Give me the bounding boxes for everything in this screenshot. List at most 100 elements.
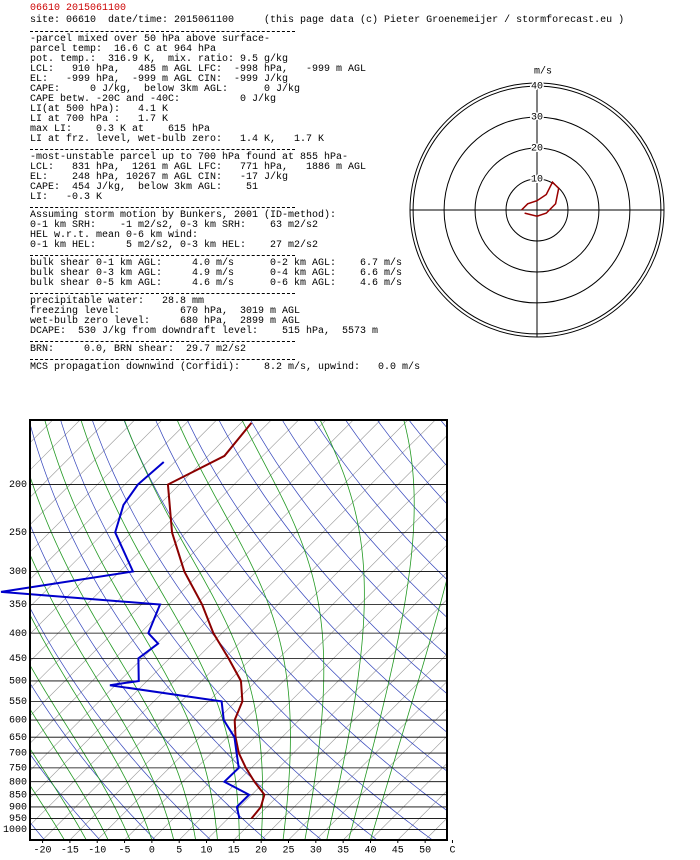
dry-adiabat <box>408 420 447 467</box>
x-tick-label: -10 <box>88 846 106 857</box>
text-line: -most-unstable parcel up to 700 hPa foun… <box>30 152 349 163</box>
y-tick-label: 500 <box>9 677 27 688</box>
y-tick-label: 450 <box>9 654 27 665</box>
moist-adiabat <box>30 747 87 840</box>
text-line: parcel temp: 16.6 C at 964 hPa <box>30 44 217 55</box>
isotherm <box>151 544 447 840</box>
isotherm <box>178 571 447 840</box>
dry-adiabat <box>345 420 447 543</box>
moist-adiabat <box>319 420 365 840</box>
isotherm <box>30 420 409 799</box>
text-line: bulk shear 0-1 km AGL: 4.0 m/s 0-2 km AG… <box>30 258 403 269</box>
y-tick-label: 300 <box>9 567 27 578</box>
isotherm <box>30 420 108 498</box>
y-tick-label: 850 <box>9 790 27 801</box>
x-tick-label: -15 <box>61 846 79 857</box>
text-line: LI at frz. level, wet-bulb zero: 1.4 K, … <box>30 134 325 145</box>
moist-adiabat <box>348 420 415 840</box>
y-tick-label: 900 <box>9 803 27 814</box>
x-tick-label: 0 <box>149 846 155 857</box>
dry-adiabat <box>525 408 700 840</box>
text-line: LI: -0.3 K <box>30 192 103 203</box>
dry-adiabat <box>30 422 322 840</box>
dry-adiabat <box>440 420 447 429</box>
x-tick-label: 35 <box>337 846 349 857</box>
text-line: wet-bulb zero level: 680 hPa, 2899 m AGL <box>30 316 301 327</box>
y-tick-label: 550 <box>9 697 27 708</box>
station-code: 06610 2015061100 <box>30 3 127 14</box>
dry-adiabat <box>30 821 45 840</box>
y-tick-label: 250 <box>9 528 27 539</box>
isotherm <box>233 626 447 840</box>
separator <box>30 27 295 35</box>
separator <box>30 289 295 297</box>
text-line: EL: 248 hPa, 10267 m AGL CIN: -17 J/kg <box>30 172 289 183</box>
text-line: CAPE: 0 J/kg, below 3km AGL: 0 J/kg <box>30 84 301 95</box>
plot-frame <box>29 419 448 841</box>
dry-adiabat <box>250 420 447 656</box>
x-tick-label: 15 <box>228 846 240 857</box>
isotherm <box>30 420 190 580</box>
separator <box>30 145 295 153</box>
dry-adiabat <box>30 753 101 840</box>
dry-adiabat <box>313 420 447 581</box>
x-tick-label: 10 <box>201 846 213 857</box>
dry-adiabat <box>155 420 447 772</box>
text-line: -parcel mixed over 50 hPa above surface- <box>30 34 271 45</box>
isotherm <box>480 420 700 840</box>
x-tick-label: 45 <box>392 846 404 857</box>
isotherm <box>30 420 354 744</box>
isotherm <box>424 817 447 840</box>
dry-adiabat <box>493 408 700 840</box>
isotherm <box>30 420 299 690</box>
x-tick-label: 5 <box>176 846 182 857</box>
isotherm <box>315 708 447 840</box>
hodo-trace <box>520 180 560 217</box>
dry-adiabat <box>587 408 700 840</box>
dry-adiabat <box>281 420 447 618</box>
isotherm <box>452 420 700 840</box>
dry-adiabat <box>376 420 447 505</box>
profile-line <box>166 422 266 820</box>
text-line: MCS propagation downwind (Corfidi): 8.2 … <box>30 362 421 373</box>
isotherm <box>124 517 447 840</box>
text-block: 06610 2015061100 site: 06610 date/time: … <box>30 3 624 373</box>
text-line: LCL: 910 hPa, 485 m AGL LFC: -998 hPa, -… <box>30 64 367 75</box>
hodo-ring-label: 20 <box>531 144 543 155</box>
text-line: precipitable water: 28.8 mm <box>30 296 205 307</box>
isotherm <box>288 681 447 840</box>
isotherm <box>260 653 447 840</box>
x-tick-label: 50 <box>419 846 431 857</box>
text-line: CAPE betw. -20C and -40C: 0 J/kg <box>30 94 277 105</box>
text-line: LI at 700 hPa : 1.7 K <box>30 114 169 125</box>
site-line: site: 06610 date/time: 2015061100 (this … <box>30 15 625 26</box>
text-line: LI(at 500 hPa): 4.1 K <box>30 104 169 115</box>
text-line: Assuming storm motion by Bunkers, 2001 (… <box>30 210 337 221</box>
text-line: CAPE: 454 J/kg, below 3km AGL: 51 <box>30 182 259 193</box>
moist-adiabat <box>30 614 153 840</box>
y-tick-label: 400 <box>9 629 27 640</box>
y-tick-label: 750 <box>9 764 27 775</box>
text-line: pot. temp.: 316.9 K, mix. ratio: 9.5 g/k… <box>30 54 289 65</box>
y-tick-label: 350 <box>9 600 27 611</box>
moist-adiabat <box>370 577 447 840</box>
separator <box>30 251 295 259</box>
isotherm <box>30 420 272 662</box>
isotherm <box>30 420 217 608</box>
text-line: 0-1 km HEL: 5 m2/s2, 0-3 km HEL: 27 m2/s… <box>30 240 319 251</box>
text-line: LCL: 831 hPa, 1261 m AGL LFC: 771 hPa, 1… <box>30 162 367 173</box>
y-tick-label: 650 <box>9 733 27 744</box>
x-tick-label: 20 <box>255 846 267 857</box>
isotherm <box>397 790 447 840</box>
isotherm <box>42 435 447 840</box>
text-line: max LI: 0.3 K at 615 hPa <box>30 124 211 135</box>
hodo-ring-label: 40 <box>531 82 543 93</box>
dry-adiabat <box>556 408 700 840</box>
dry-adiabat <box>123 420 447 812</box>
background-lines <box>30 408 700 840</box>
isotherm <box>30 420 163 553</box>
x-tick-label: -5 <box>119 846 131 857</box>
x-tick-label: 30 <box>310 846 322 857</box>
x-tick-label: 25 <box>282 846 294 857</box>
